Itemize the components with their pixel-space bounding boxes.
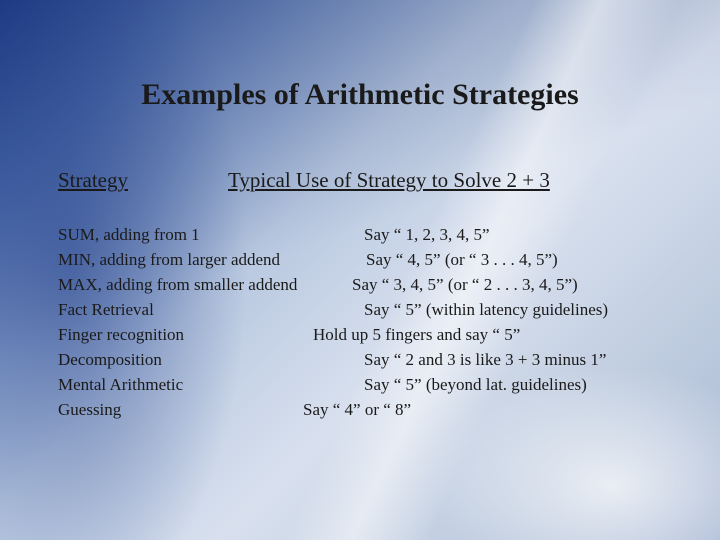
list-item: MIN, adding from larger addend Say “ 4, …: [58, 248, 680, 273]
strategy-name: Decomposition: [58, 348, 162, 373]
strategy-use: Say “ 5” (within latency guidelines): [364, 298, 608, 323]
strategy-use: Say “ 3, 4, 5” (or “ 2 . . . 3, 4, 5”): [352, 273, 578, 298]
header-strategy: Strategy: [58, 168, 128, 193]
strategy-name: SUM, adding from 1: [58, 223, 200, 248]
strategy-name: Finger recognition: [58, 323, 184, 348]
strategy-use: Say “ 4, 5” (or “ 3 . . . 4, 5”): [366, 248, 558, 273]
slide: Examples of Arithmetic Strategies Strate…: [0, 0, 720, 540]
slide-title: Examples of Arithmetic Strategies: [0, 78, 720, 112]
strategy-use: Say “ 1, 2, 3, 4, 5”: [364, 223, 490, 248]
strategy-use: Say “ 2 and 3 is like 3 + 3 minus 1”: [364, 348, 606, 373]
list-item: Fact Retrieval Say “ 5” (within latency …: [58, 298, 680, 323]
strategy-name: Mental Arithmetic: [58, 373, 183, 398]
strategy-name: Guessing: [58, 398, 121, 423]
list-item: Decomposition Say “ 2 and 3 is like 3 + …: [58, 348, 680, 373]
list-item: Mental Arithmetic Say “ 5” (beyond lat. …: [58, 373, 680, 398]
strategy-name: MAX, adding from smaller addend: [58, 273, 297, 298]
list-item: Finger recognition Hold up 5 fingers and…: [58, 323, 680, 348]
strategy-name: MIN, adding from larger addend: [58, 248, 280, 273]
list-item: Guessing Say “ 4” or “ 8”: [58, 398, 680, 423]
list-item: SUM, adding from 1 Say “ 1, 2, 3, 4, 5”: [58, 223, 680, 248]
strategy-use: Hold up 5 fingers and say “ 5”: [313, 323, 520, 348]
header-typical: Typical Use of Strategy to Solve 2 + 3: [228, 168, 550, 193]
strategy-list: SUM, adding from 1 Say “ 1, 2, 3, 4, 5” …: [58, 223, 680, 423]
list-item: MAX, adding from smaller addend Say “ 3,…: [58, 273, 680, 298]
strategy-use: Say “ 4” or “ 8”: [303, 398, 411, 423]
strategy-name: Fact Retrieval: [58, 298, 154, 323]
strategy-use: Say “ 5” (beyond lat. guidelines): [364, 373, 587, 398]
